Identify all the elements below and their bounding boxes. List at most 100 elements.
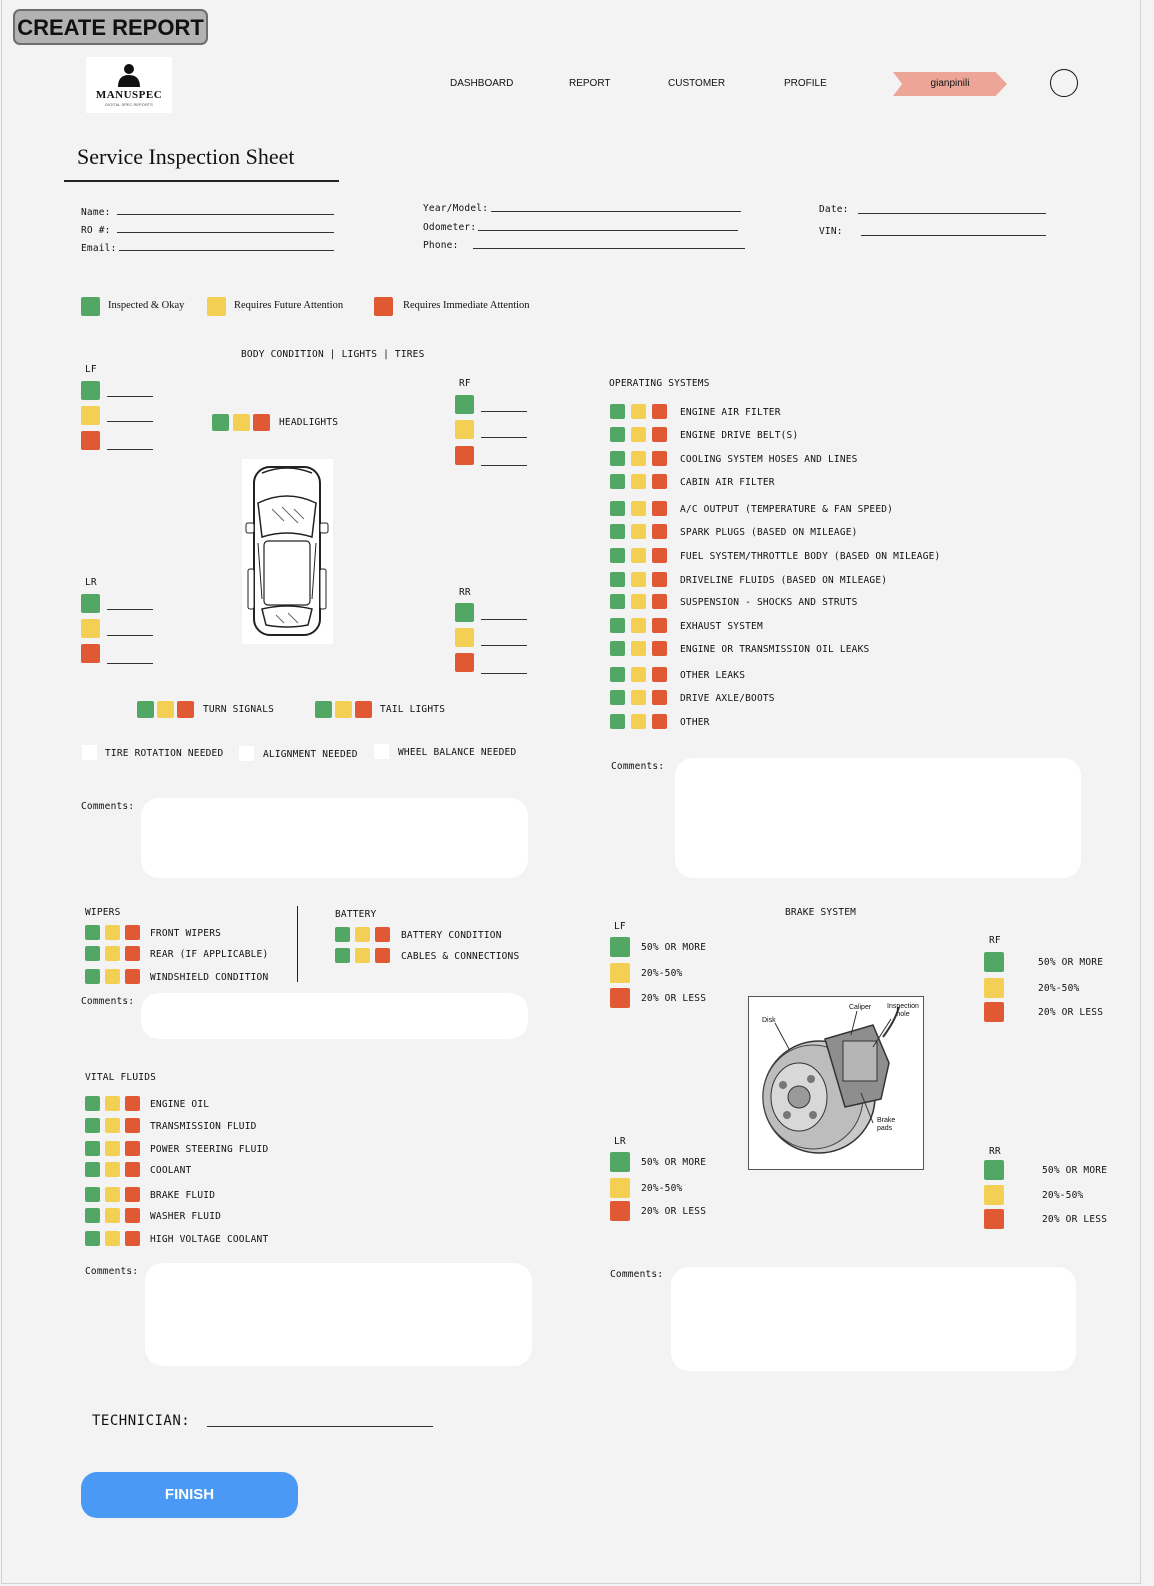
wipers-item-1-yellow[interactable] <box>105 946 120 961</box>
battery-item-0-green[interactable] <box>335 927 350 942</box>
technician-field[interactable] <box>207 1426 433 1427</box>
tire-lr-red[interactable] <box>81 644 100 663</box>
brake-rr-green[interactable] <box>984 1160 1004 1180</box>
tire-rf-green[interactable] <box>455 395 474 414</box>
brake-lf-red[interactable] <box>610 988 630 1008</box>
fluids-item-4-yellow[interactable] <box>105 1187 120 1202</box>
brake-rr-yellow[interactable] <box>984 1185 1004 1205</box>
avatar[interactable] <box>1050 69 1078 97</box>
tire-rf-line-3[interactable] <box>481 465 527 466</box>
operating-item-10-green[interactable] <box>610 641 625 656</box>
operating-item-4-yellow[interactable] <box>631 501 646 516</box>
operating-item-8-yellow[interactable] <box>631 594 646 609</box>
operating-item-5-green[interactable] <box>610 524 625 539</box>
tire-rr-line-1[interactable] <box>481 619 527 620</box>
headlights-green[interactable] <box>212 414 229 431</box>
wipers-item-1-green[interactable] <box>85 946 100 961</box>
headlights-red[interactable] <box>253 414 270 431</box>
operating-item-4-red[interactable] <box>652 501 667 516</box>
phone-field[interactable] <box>473 248 745 249</box>
wipers-item-2-green[interactable] <box>85 969 100 984</box>
tire-lf-green[interactable] <box>81 381 100 400</box>
nav-report[interactable]: REPORT <box>569 78 611 89</box>
body-comments-input[interactable] <box>141 798 528 878</box>
fluids-item-4-red[interactable] <box>125 1187 140 1202</box>
wipers-item-0-green[interactable] <box>85 925 100 940</box>
wipers-comments-input[interactable] <box>141 993 528 1039</box>
fluids-item-2-red[interactable] <box>125 1141 140 1156</box>
odometer-field[interactable] <box>478 230 738 231</box>
tire-rotation-checkbox[interactable] <box>82 745 97 760</box>
operating-item-8-red[interactable] <box>652 594 667 609</box>
operating-item-5-red[interactable] <box>652 524 667 539</box>
battery-item-0-yellow[interactable] <box>355 927 370 942</box>
nav-customer[interactable]: CUSTOMER <box>668 78 726 89</box>
fluids-item-6-yellow[interactable] <box>105 1231 120 1246</box>
turn-signals-red[interactable] <box>177 701 194 718</box>
operating-item-9-yellow[interactable] <box>631 618 646 633</box>
user-badge[interactable]: gianpinili <box>893 72 1007 96</box>
battery-item-1-red[interactable] <box>375 948 390 963</box>
brake-lr-red[interactable] <box>610 1201 630 1221</box>
tire-rr-line-3[interactable] <box>481 673 527 674</box>
vin-field[interactable] <box>861 235 1046 236</box>
finish-button[interactable]: FINISH <box>81 1472 298 1518</box>
operating-item-9-red[interactable] <box>652 618 667 633</box>
brake-lf-yellow[interactable] <box>610 963 630 983</box>
wipers-item-2-red[interactable] <box>125 969 140 984</box>
tire-lr-green[interactable] <box>81 594 100 613</box>
wipers-item-0-yellow[interactable] <box>105 925 120 940</box>
operating-item-10-red[interactable] <box>652 641 667 656</box>
email-field[interactable] <box>119 250 334 251</box>
operating-item-0-green[interactable] <box>610 404 625 419</box>
tire-rr-green[interactable] <box>455 603 474 622</box>
operating-item-0-yellow[interactable] <box>631 404 646 419</box>
fluids-item-6-green[interactable] <box>85 1231 100 1246</box>
tire-lr-line-2[interactable] <box>107 635 153 636</box>
wipers-item-0-red[interactable] <box>125 925 140 940</box>
operating-item-10-yellow[interactable] <box>631 641 646 656</box>
fluids-item-1-red[interactable] <box>125 1118 140 1133</box>
nav-profile[interactable]: PROFILE <box>784 78 827 89</box>
operating-item-2-red[interactable] <box>652 451 667 466</box>
battery-item-1-yellow[interactable] <box>355 948 370 963</box>
operating-item-2-yellow[interactable] <box>631 451 646 466</box>
fluids-item-1-green[interactable] <box>85 1118 100 1133</box>
tire-rf-line-1[interactable] <box>481 411 527 412</box>
tail-lights-red[interactable] <box>355 701 372 718</box>
tire-lr-line-3[interactable] <box>107 663 153 664</box>
tire-lf-line-2[interactable] <box>107 421 153 422</box>
tail-lights-yellow[interactable] <box>335 701 352 718</box>
date-field[interactable] <box>858 213 1046 214</box>
fluids-item-4-green[interactable] <box>85 1187 100 1202</box>
operating-comments-input[interactable] <box>675 758 1081 878</box>
tire-rr-line-2[interactable] <box>481 645 527 646</box>
operating-item-12-yellow[interactable] <box>631 690 646 705</box>
operating-item-13-green[interactable] <box>610 714 625 729</box>
wheel-balance-checkbox[interactable] <box>374 744 389 759</box>
fluids-item-0-yellow[interactable] <box>105 1096 120 1111</box>
turn-signals-green[interactable] <box>137 701 154 718</box>
tire-rf-yellow[interactable] <box>455 420 474 439</box>
turn-signals-yellow[interactable] <box>157 701 174 718</box>
operating-item-13-red[interactable] <box>652 714 667 729</box>
tail-lights-green[interactable] <box>315 701 332 718</box>
brake-lr-green[interactable] <box>610 1152 630 1172</box>
brake-lr-yellow[interactable] <box>610 1178 630 1198</box>
tire-rf-line-2[interactable] <box>481 437 527 438</box>
fluids-item-0-green[interactable] <box>85 1096 100 1111</box>
tire-rf-red[interactable] <box>455 446 474 465</box>
create-report-button[interactable]: CREATE REPORT <box>13 9 208 45</box>
year-model-field[interactable] <box>491 211 741 212</box>
operating-item-5-yellow[interactable] <box>631 524 646 539</box>
alignment-checkbox[interactable] <box>239 746 254 761</box>
operating-item-1-yellow[interactable] <box>631 427 646 442</box>
battery-item-1-green[interactable] <box>335 948 350 963</box>
brake-lf-green[interactable] <box>610 937 630 957</box>
fluids-item-5-red[interactable] <box>125 1208 140 1223</box>
operating-item-12-red[interactable] <box>652 690 667 705</box>
tire-lr-yellow[interactable] <box>81 619 100 638</box>
ro-field[interactable] <box>117 232 334 233</box>
operating-item-6-yellow[interactable] <box>631 548 646 563</box>
operating-item-2-green[interactable] <box>610 451 625 466</box>
